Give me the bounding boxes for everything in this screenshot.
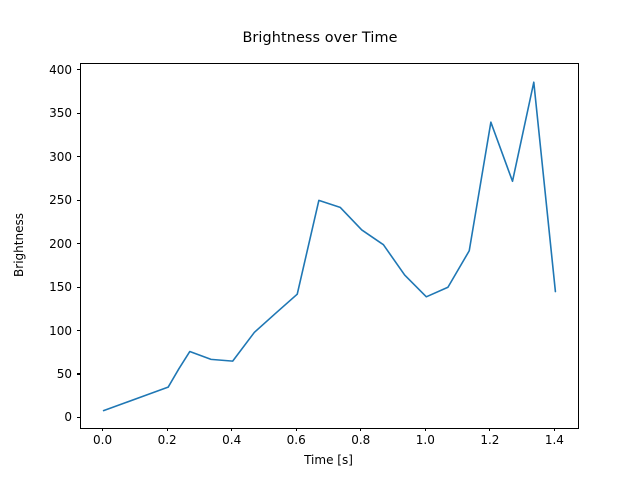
x-axis-tick-mark — [102, 427, 104, 431]
x-axis-tick-label: 0.6 — [286, 433, 306, 447]
x-axis-tick-label: 0.0 — [93, 433, 113, 447]
y-axis-tick-mark — [76, 69, 80, 71]
x-axis-tick-mark — [166, 427, 168, 431]
y-axis-tick-mark — [76, 112, 80, 114]
y-axis-tick-mark — [76, 416, 80, 418]
chart-title: Brightness over Time — [242, 30, 398, 46]
y-axis-tick-label: 0 — [64, 410, 72, 425]
x-axis-tick-mark — [553, 427, 555, 431]
x-axis-label: Time [s] — [304, 453, 353, 467]
x-axis-tick-mark — [295, 427, 297, 431]
plot-svg — [102, 81, 557, 412]
x-axis-tick-label: 0.8 — [351, 433, 371, 447]
x-axis-tick-label: 0.2 — [157, 433, 177, 447]
y-axis-tick-mark — [76, 156, 80, 158]
plot-area — [80, 63, 579, 429]
y-axis-tick-label: 350 — [49, 106, 72, 121]
y-axis-tick-labels: 0 50 100 150 200 250 300 350 400 — [0, 0, 72, 480]
y-axis-tick-mark — [76, 243, 80, 245]
y-axis-tick-label: 250 — [49, 193, 72, 208]
x-axis-tick-label: 1.2 — [480, 433, 500, 447]
x-axis-tick-mark — [489, 427, 491, 431]
y-axis-tick-mark — [76, 330, 80, 332]
y-axis-tick-label: 50 — [56, 367, 72, 381]
y-axis-tick-label: 400 — [49, 62, 72, 77]
x-axis-tick-label: 0.4 — [222, 433, 242, 447]
x-axis-tick-label: 1.0 — [415, 433, 435, 447]
x-axis-tick-label: 1.4 — [544, 433, 564, 447]
data-series-line — [102, 81, 557, 412]
x-axis-tick-mark — [360, 427, 362, 431]
y-axis-tick-label: 300 — [49, 149, 72, 164]
y-axis-tick-label: 200 — [49, 236, 72, 251]
y-axis-tick-mark — [76, 286, 80, 288]
y-axis-tick-mark — [76, 199, 80, 201]
y-axis-tick-label: 150 — [49, 280, 72, 295]
x-axis-tick-mark — [231, 427, 233, 431]
x-axis-tick-mark — [424, 427, 426, 431]
y-axis-tick-label: 100 — [49, 323, 72, 338]
y-axis-tick-mark — [76, 373, 80, 375]
